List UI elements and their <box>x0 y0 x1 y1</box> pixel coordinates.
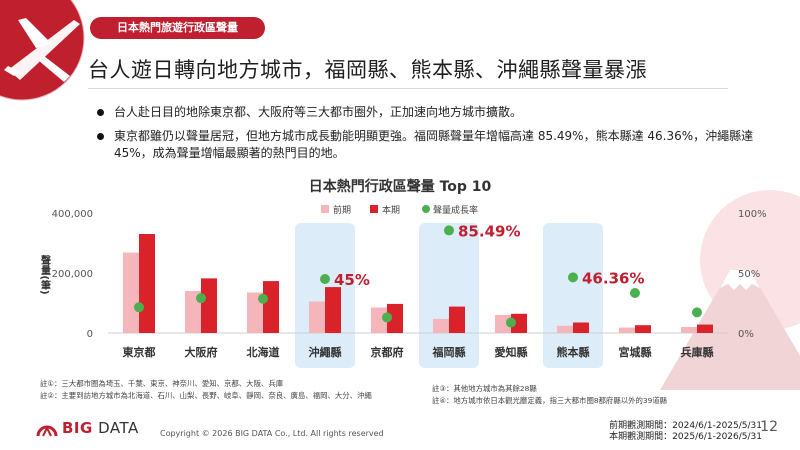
growth-rate-point <box>568 272 578 283</box>
x-tick-label: 愛知縣 <box>495 345 528 359</box>
bar-previous <box>433 318 449 333</box>
x-tick-label: 熊本縣 <box>557 345 590 359</box>
bar-current <box>325 287 341 333</box>
logo-wordmark: BIG DATA <box>62 419 139 437</box>
legend-label-previous: 前期 <box>333 204 351 216</box>
period-current: 前期觀測期間：2024/6/1-2025/5/31 <box>609 421 762 431</box>
bar-previous <box>495 315 511 333</box>
x-tick-label: 北海道 <box>247 345 280 359</box>
growth-rate-point <box>258 293 268 304</box>
bar-previous <box>123 252 139 333</box>
bar-current <box>201 278 217 333</box>
bar-current <box>139 234 155 333</box>
page-title: 台人遊日轉向地方城市，福岡縣、熊本縣、沖繩縣聲量暴漲 <box>88 58 647 82</box>
x-tick-label: 宮城縣 <box>619 345 652 359</box>
growth-rate-point <box>630 288 640 299</box>
y-tick-label: 200,000 <box>52 269 93 280</box>
x-tick-label: 東京都 <box>123 345 156 359</box>
bar-previous <box>185 291 201 333</box>
bar-previous <box>557 325 573 333</box>
footnote: 註①：三大都市圈為埼玉、千葉、東京、神奈川、愛知、京都、大阪、兵庫 <box>40 379 284 388</box>
growth-rate-point <box>444 225 454 236</box>
growth-rate-point <box>134 302 144 313</box>
chart-title: 日本熱門行政區聲量 Top 10 <box>308 179 492 195</box>
section-tag: 日本熱門旅遊行政區聲量 <box>90 17 265 39</box>
big-data-logo-icon <box>36 425 58 437</box>
bar-current <box>511 313 527 333</box>
y-tick-label: 400,000 <box>52 209 93 220</box>
growth-rate-point <box>320 274 330 284</box>
y-tick-label: 0 <box>87 329 93 340</box>
y-axis-label: 聲量(筆) <box>39 254 51 294</box>
x-tick-label: 沖繩縣 <box>309 345 342 359</box>
airplane-decoration <box>0 0 90 110</box>
bullet-item: 東京都雖仍以聲量居冠，但地方城市成長動能明顯更強。福岡縣聲量年增幅高達 85.4… <box>97 128 757 162</box>
copyright-text: Copyright © 2026 BIG DATA Co., Ltd. All … <box>160 429 384 438</box>
bar-previous <box>371 307 387 333</box>
mountain-decoration <box>660 190 800 390</box>
footnotes-right: 註③：其他地方城市為其餘28縣 註④：地方城市依日本觀光廳定義，指三大都市圈8都… <box>432 383 667 407</box>
bar-current <box>573 322 589 333</box>
x-tick-label: 京都府 <box>371 345 404 359</box>
bar-previous <box>681 327 697 333</box>
legend-label-current: 本期 <box>382 204 400 216</box>
growth-rate-label: 85.49% <box>458 222 520 240</box>
growth-rate-label: 45% <box>334 271 370 289</box>
airplane-icon <box>0 0 85 101</box>
bar-current <box>387 303 403 333</box>
y2-tick-label: 50% <box>738 269 760 280</box>
page-number: 12 <box>760 419 778 435</box>
period-previous: 本期觀測期間：2025/6/1-2026/5/31 <box>609 432 762 442</box>
mount-fuji-icon <box>660 190 800 390</box>
growth-rate-point <box>196 293 206 304</box>
x-tick-label: 兵庫縣 <box>681 345 714 359</box>
x-tick-label: 大阪府 <box>185 345 218 359</box>
observation-periods: 前期觀測期間：2024/6/1-2025/5/31 本期觀測期間：2025/6/… <box>609 421 762 443</box>
footnote: 註④：地方城市依日本觀光廳定義，指三大都市圈8都府縣以外的39道縣 <box>432 396 668 405</box>
legend-swatch-growth <box>422 205 430 213</box>
bar-current <box>263 281 279 333</box>
legend-swatch-current <box>370 205 378 213</box>
bar-current <box>635 325 651 333</box>
bullet-item: 台人赴日目的地除東京都、大阪府等三大都市圈外，正加速向地方城市擴散。 <box>97 104 757 121</box>
bar-current <box>697 324 713 333</box>
growth-rate-point <box>692 307 702 318</box>
y2-tick-label: 0% <box>738 329 754 340</box>
title-divider <box>88 88 728 89</box>
company-logo: BIG DATA <box>36 418 139 438</box>
growth-rate-label: 46.36% <box>582 269 644 287</box>
bar-previous <box>619 327 635 333</box>
footnotes-left: 註①：三大都市圈為埼玉、千葉、東京、神奈川、愛知、京都、大阪、兵庫 註②：主要到… <box>40 378 372 402</box>
footnote: 註③：其他地方城市為其餘28縣 <box>432 384 537 393</box>
y2-tick-label: 100% <box>738 209 767 220</box>
legend-swatch-previous <box>321 205 329 213</box>
bullet-list: 台人赴日目的地除東京都、大阪府等三大都市圈外，正加速向地方城市擴散。 東京都雖仍… <box>97 104 757 169</box>
bar-previous <box>309 301 325 333</box>
legend-label-growth: 聲量成長率 <box>433 204 478 216</box>
x-tick-label: 福岡縣 <box>432 345 466 359</box>
growth-rate-point <box>382 312 392 323</box>
bar-previous <box>247 292 263 333</box>
bar-current <box>449 306 465 333</box>
growth-rate-point <box>506 317 516 328</box>
footnote: 註②：主要到訪地方城市為北海道、石川、山梨、長野、岐阜、靜岡、奈良、廣島、福岡、… <box>40 391 372 400</box>
